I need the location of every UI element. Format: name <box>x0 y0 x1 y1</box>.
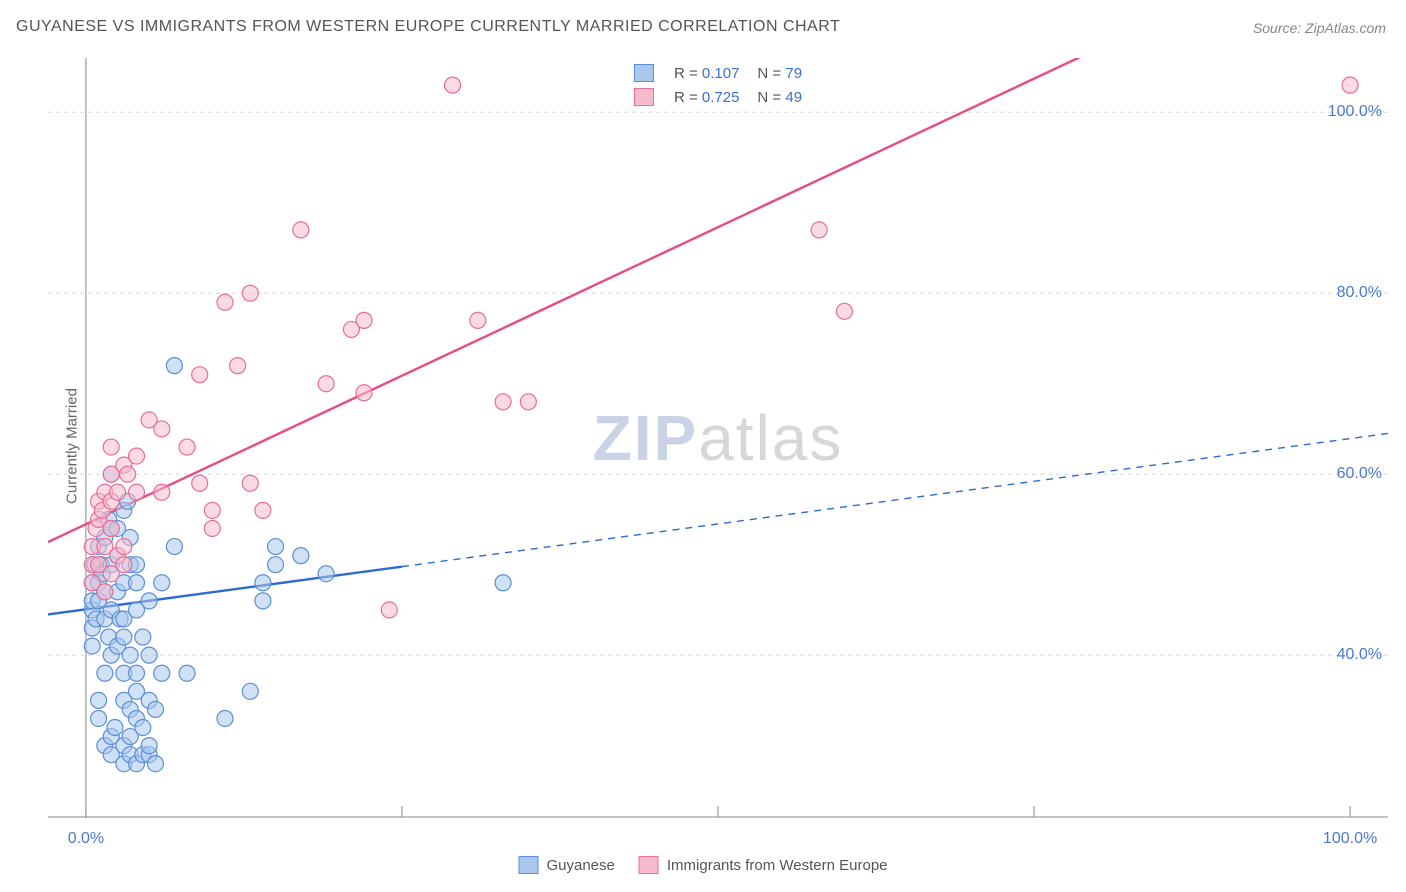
legend-item: Guyanese <box>518 856 614 874</box>
x-tick-label: 0.0% <box>68 830 104 848</box>
legend-row: R = 0.107 N = 79 <box>626 62 810 84</box>
swatch-icon <box>518 856 538 874</box>
correlation-legend: R = 0.107 N = 79 R = 0.725 N = 49 <box>624 60 812 110</box>
legend-label: Guyanese <box>546 857 614 874</box>
y-tick-label: 60.0% <box>1337 465 1382 483</box>
y-tick-label: 100.0% <box>1328 103 1382 121</box>
x-tick-label: 100.0% <box>1323 830 1377 848</box>
source-attribution: Source: ZipAtlas.com <box>1253 20 1386 36</box>
legend-label: Immigrants from Western Europe <box>667 857 888 874</box>
y-tick-label: 80.0% <box>1337 284 1382 302</box>
scatter-plot <box>48 58 1388 818</box>
swatch-icon <box>639 856 659 874</box>
legend-row: R = 0.725 N = 49 <box>626 86 810 108</box>
swatch-icon <box>634 64 654 82</box>
chart-area: ZIPatlas R = 0.107 N = 79 R = 0.725 N = … <box>48 58 1388 818</box>
swatch-icon <box>634 88 654 106</box>
legend-item: Immigrants from Western Europe <box>639 856 888 874</box>
chart-title: GUYANESE VS IMMIGRANTS FROM WESTERN EURO… <box>16 18 840 36</box>
y-tick-label: 40.0% <box>1337 646 1382 664</box>
series-legend: Guyanese Immigrants from Western Europe <box>518 856 887 874</box>
